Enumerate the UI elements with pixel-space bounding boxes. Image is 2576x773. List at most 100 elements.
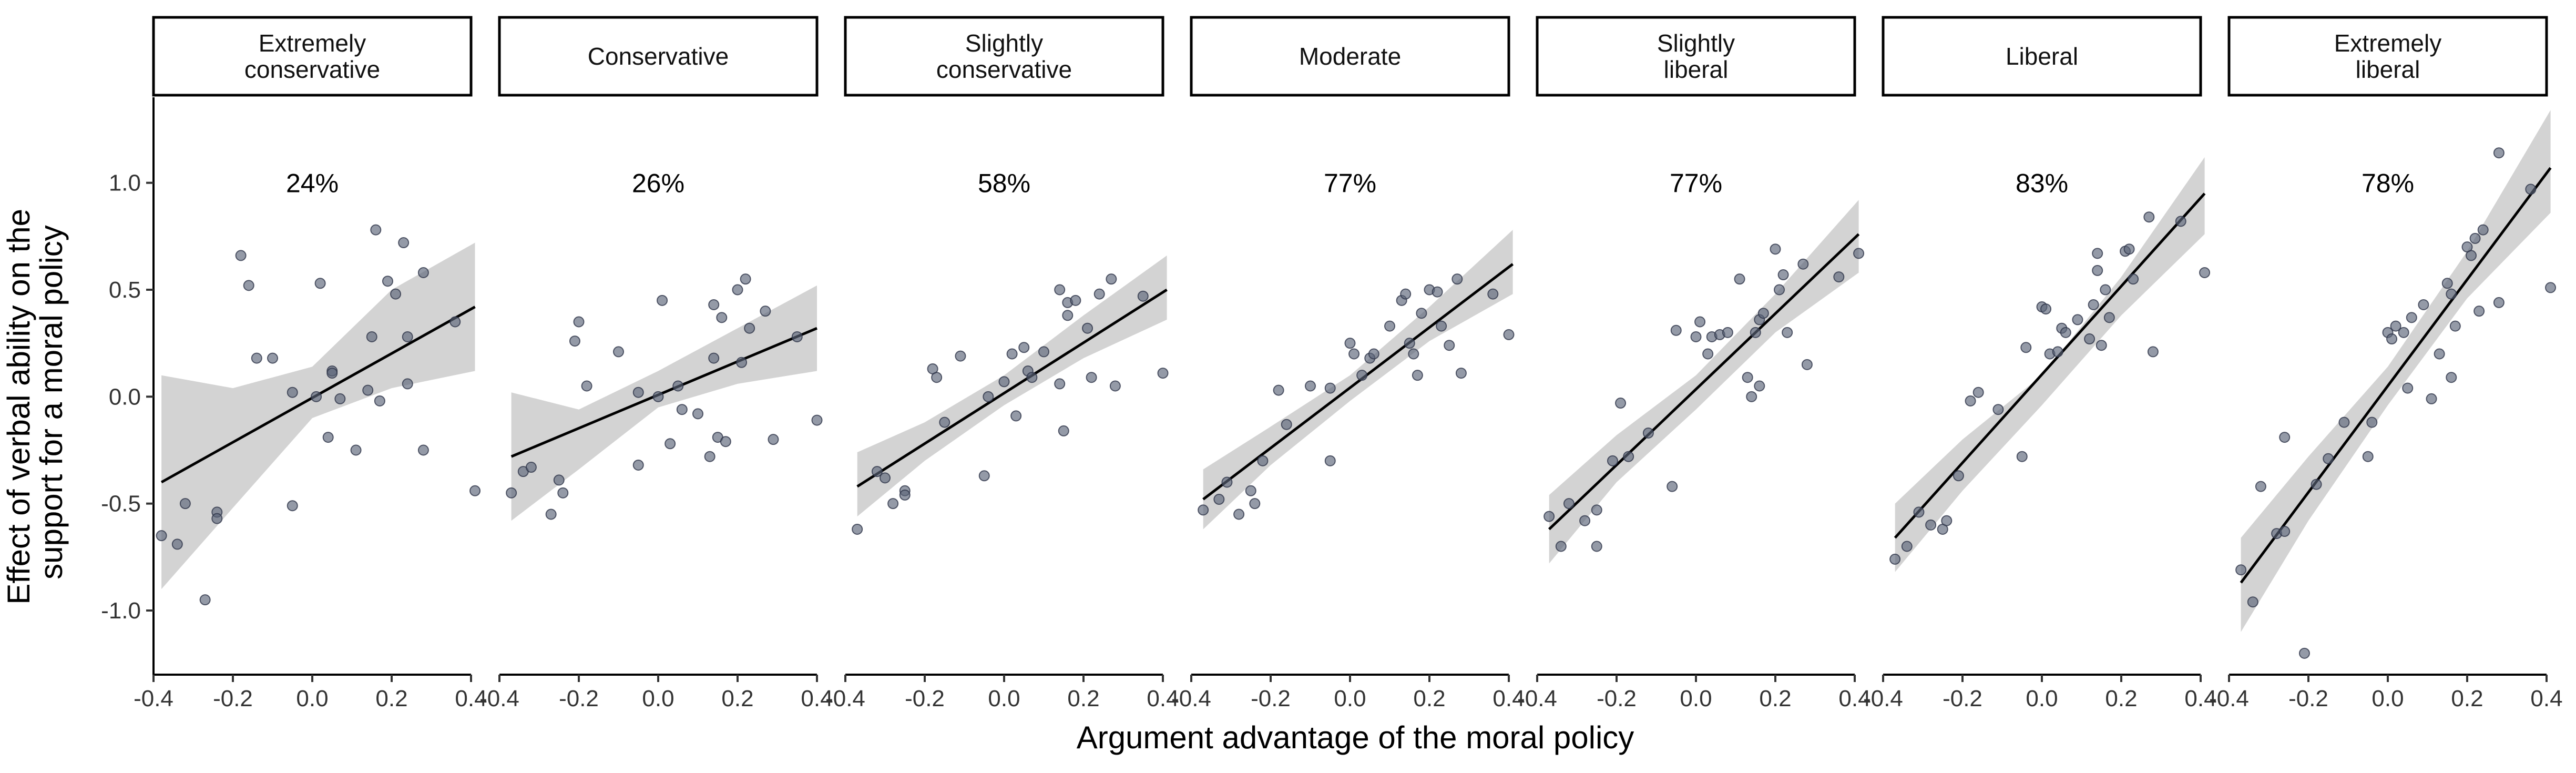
regression-line <box>510 327 817 458</box>
facet-strip-label: Moderate <box>1299 43 1401 70</box>
data-point <box>1348 348 1360 360</box>
data-point <box>2545 282 2557 293</box>
data-point <box>1607 455 1618 466</box>
data-point <box>2020 342 2032 353</box>
data-point <box>1305 380 1316 392</box>
x-tick-label: -0.2 <box>1251 686 1291 711</box>
x-tick-label: -0.2 <box>1597 686 1637 711</box>
data-point <box>2426 393 2437 404</box>
facet-strip-label: liberal <box>1664 56 1729 83</box>
y-tick-label: 0.0 <box>109 384 141 410</box>
data-point <box>1563 498 1575 510</box>
data-point <box>2247 596 2258 608</box>
data-point <box>179 498 191 510</box>
x-tick-label: 0.0 <box>1334 686 1366 711</box>
data-point <box>1070 294 1081 306</box>
data-point <box>2390 320 2401 332</box>
data-point <box>1992 404 2004 415</box>
x-tick-label: -0.2 <box>213 686 253 711</box>
data-point <box>311 391 322 402</box>
data-point <box>2088 299 2099 310</box>
data-point <box>1221 476 1233 488</box>
data-point <box>2298 647 2310 659</box>
data-point <box>1941 515 1953 526</box>
x-tick-label: 0.2 <box>1413 686 1445 711</box>
data-point <box>1273 384 1284 396</box>
y-tick-label: -1.0 <box>101 598 141 624</box>
facet-strip <box>2227 16 2548 97</box>
data-point <box>1591 504 1602 516</box>
data-point <box>791 331 803 342</box>
data-point <box>1038 346 1049 358</box>
facet-panel: Moderate 77% -0.4 -0.2 0.0 0.2 0.4 <box>1171 16 1525 711</box>
data-point <box>1702 348 1714 360</box>
data-point <box>1233 508 1245 520</box>
data-point <box>1694 316 1706 328</box>
data-point <box>2199 267 2211 278</box>
data-point <box>1436 320 1447 332</box>
data-point <box>760 306 771 317</box>
data-point <box>449 316 461 328</box>
y-axis: -1.0 -0.5 0.0 0.5 1.0 <box>101 97 155 675</box>
facet-percentage-label: 24% <box>286 169 339 198</box>
data-point <box>243 280 254 291</box>
data-point <box>2100 284 2111 296</box>
data-point <box>1742 372 1753 383</box>
data-point <box>2449 320 2461 332</box>
confidence-band <box>1203 230 1513 530</box>
data-point <box>998 376 1010 388</box>
data-point <box>708 352 720 364</box>
x-tick-label: 0.0 <box>988 686 1020 711</box>
data-point <box>1412 370 1423 381</box>
data-point <box>2235 564 2247 576</box>
data-point <box>955 350 966 362</box>
facet-strip <box>1882 16 2202 97</box>
data-point <box>2040 303 2052 315</box>
x-tick-label: 0.4 <box>455 686 487 711</box>
data-point <box>1018 342 1030 353</box>
x-axis-title: Argument advantage of the moral policy <box>1077 720 1634 755</box>
y-tick-label: 0.5 <box>109 277 141 303</box>
data-point <box>2095 340 2107 351</box>
data-point <box>2072 314 2083 326</box>
facet-strip-label: Extremely <box>259 29 366 57</box>
data-point <box>1432 286 1443 298</box>
facet-percentage-label: 83% <box>2016 169 2068 198</box>
x-tick-label: 0.2 <box>2451 686 2483 711</box>
data-point <box>1058 425 1069 436</box>
x-tick-label: 0.2 <box>2105 686 2137 711</box>
facet-strip <box>1190 16 1510 97</box>
data-point <box>525 462 537 473</box>
x-tick-label: 0.2 <box>1759 686 1791 711</box>
data-point <box>2279 432 2291 443</box>
data-point <box>171 538 183 550</box>
data-point <box>2493 147 2505 159</box>
x-tick-label: 0.2 <box>721 686 753 711</box>
data-point <box>1853 248 1865 259</box>
data-point <box>1770 243 1781 255</box>
x-tick-label: 0.4 <box>2530 686 2562 711</box>
data-point <box>2052 346 2063 358</box>
x-tick-label: 0.0 <box>1680 686 1712 711</box>
data-point <box>2386 333 2398 345</box>
data-point <box>1086 372 1097 383</box>
data-point <box>704 451 715 462</box>
data-point <box>2446 372 2457 383</box>
data-point <box>2279 526 2291 537</box>
data-point <box>613 346 624 358</box>
data-point <box>2446 288 2457 300</box>
x-tick-label: -0.4 <box>134 686 173 711</box>
data-point <box>1722 327 1733 338</box>
data-point <box>1965 395 1976 406</box>
data-point <box>2398 327 2409 338</box>
data-point <box>1356 370 1368 381</box>
data-point <box>811 414 823 426</box>
y-tick-label: -0.5 <box>101 491 141 517</box>
x-tick-label: -0.2 <box>559 686 599 711</box>
data-point <box>417 267 429 278</box>
data-point <box>251 352 262 364</box>
data-point <box>1797 258 1809 270</box>
data-point <box>1137 290 1149 302</box>
